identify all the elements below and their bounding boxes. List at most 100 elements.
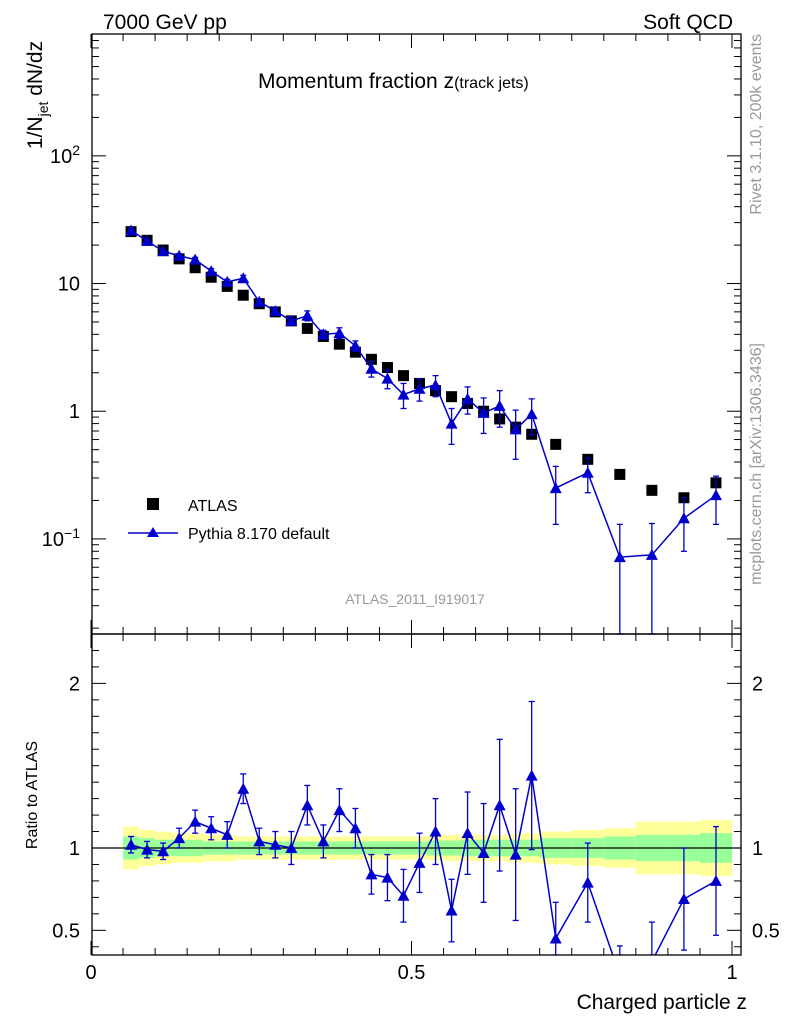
atlas-point [333,338,345,350]
xtick-label: 1 [726,962,737,984]
pythia-point [221,275,234,287]
pythia-point [525,408,538,420]
ratio-point [709,874,722,886]
atlas-point [381,361,393,373]
atlas-point [365,353,377,365]
main-ytick-label: 10 [58,274,80,296]
atlas-point [550,438,562,450]
pythia-point [237,272,250,284]
pythia-point [189,253,202,265]
source-note: mcplots.cern.ch [arXiv:1306.3436] [748,343,765,585]
ratio-point [173,832,186,844]
ratio-point [397,889,410,901]
ratio-point [157,845,170,857]
ratio-point [317,835,330,847]
ratio-point [269,838,282,850]
ratio-point [493,799,506,811]
main-frame [91,33,742,635]
pythia-point [285,314,298,326]
xtick-label: 0.5 [398,962,426,984]
pythia-point [157,245,170,257]
ratio-point [285,842,298,853]
ratio-point [413,856,426,868]
ratio-point [381,871,394,883]
ratio-point [509,848,522,860]
pythia-point [125,224,138,236]
pythia-point [349,339,362,351]
ratio-point [349,822,362,834]
pythia-point [141,234,154,246]
atlas-point [189,262,201,274]
pythia-point [317,328,330,340]
plot-title-main: Momentum fraction z [258,70,454,93]
pythia-point [677,512,690,524]
ratio-point [189,815,202,827]
ratio-point [141,843,154,855]
main-ytick-label: 10−1 [42,525,80,551]
atlas-point [237,289,249,301]
ratio-point [581,876,594,888]
atlas-point [646,484,658,496]
ratio-ytick-label-left: 2 [69,673,80,695]
pythia-point [365,362,378,374]
ratio-point [205,822,218,834]
ratio-point [677,893,690,905]
legend-label-pythia: Pythia 8.170 default [188,526,330,543]
process-label: Soft QCD [643,11,733,34]
atlas-point [349,346,361,358]
pythia-point [461,392,474,404]
pythia-point [477,406,490,418]
pythia-point [173,249,186,261]
ratio-point [221,828,234,840]
ratio-point [429,825,442,837]
pythia-point [333,326,346,338]
pythia-point [205,265,218,277]
atlas-point [205,271,217,283]
analysis-id: ATLAS_2011_I919017 [345,591,485,607]
ratio-point [301,799,314,811]
ratio-ytick-label-right: 2 [752,673,763,695]
ratio-ytick-label-right: 0.5 [752,920,780,942]
ratio-point [477,846,490,858]
pythia-point [709,489,722,501]
rivet-note: Rivet 3.1.10, 200k events [748,34,765,215]
ratio-ytick-label-right: 1 [752,838,763,860]
atlas-point [614,468,626,480]
ratio-ytick-label-left: 1 [69,838,80,860]
pythia-point [253,295,266,307]
ratio-point [445,904,458,916]
atlas-point [301,322,313,334]
pythia-point [429,379,442,391]
pythia-point [397,388,410,400]
ratio-ytick-label-left: 0.5 [52,920,80,942]
pythia-point [493,399,506,411]
ratio-marks [125,700,722,955]
ratio-ylabel: Ratio to ATLAS [24,741,41,849]
pythia-point [509,423,522,435]
ratio-frame [91,633,742,956]
beam-label: 7000 GeV pp [103,11,227,34]
ratio-point [549,932,562,944]
xlabel: Charged particle z [577,991,747,1014]
ratio-point [525,769,538,781]
ratio-point [333,804,346,816]
ratio-point [253,835,266,847]
atlas-point [446,391,458,403]
legend: ATLAS Pythia 8.170 default [128,498,330,543]
pythia-point [549,482,562,494]
pythia-point [645,548,658,560]
pythia-point [301,309,314,321]
data-marks [125,224,722,955]
pythia-point [445,417,458,429]
pythia-point [413,382,426,394]
pythia-point [581,466,594,478]
ratio-point [125,838,138,850]
pythia-point [269,304,282,316]
ratio-line [130,775,717,955]
main-ytick-label: 1 [69,401,80,423]
atlas-point [397,370,409,382]
legend-label-atlas: ATLAS [188,498,238,515]
pythia-point [613,551,626,563]
